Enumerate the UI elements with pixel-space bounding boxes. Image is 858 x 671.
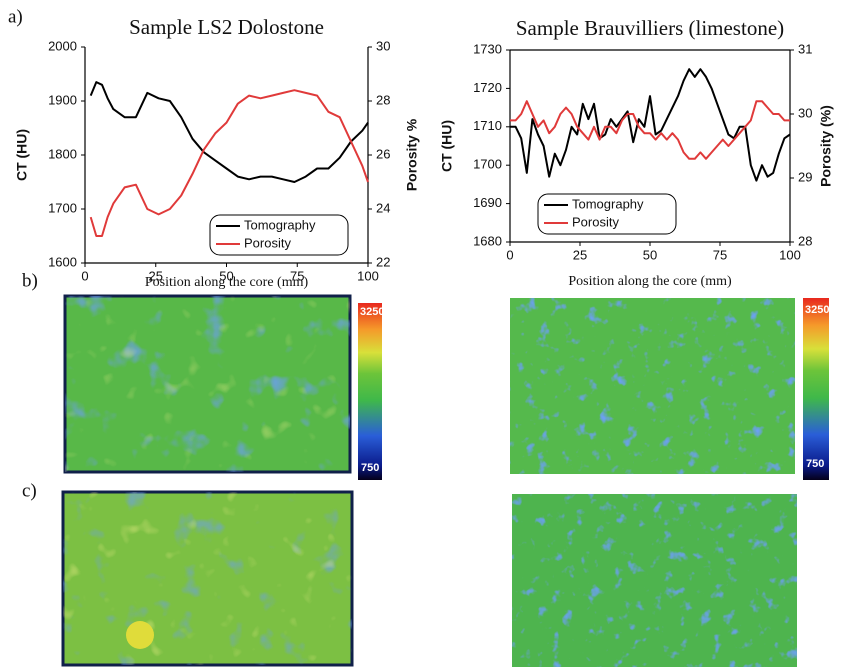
colorbar-max: 3250 bbox=[805, 304, 829, 316]
legend: Tomography Porosity bbox=[537, 193, 677, 235]
chart-title: Sample LS2 Dolostone bbox=[129, 15, 324, 39]
legend-label: Tomography bbox=[572, 196, 644, 211]
y-tick-label: 1680 bbox=[473, 233, 502, 248]
x-axis-label: Position along the core (mm) bbox=[568, 274, 732, 289]
chart-title: Sample Brauvilliers (limestone) bbox=[516, 16, 784, 40]
y2-tick-label: 30 bbox=[376, 38, 390, 53]
y-tick-label: 1720 bbox=[473, 80, 502, 95]
y2-axis-label: Porosity % bbox=[404, 118, 420, 191]
data-line bbox=[89, 89, 369, 237]
ct-image bbox=[512, 494, 797, 667]
y-tick-label: 1800 bbox=[48, 146, 77, 161]
panel-label: c) bbox=[22, 480, 37, 501]
y-tick-label: 1600 bbox=[48, 254, 77, 269]
legend-box bbox=[209, 214, 349, 256]
y-axis-label: CT (HU) bbox=[14, 129, 30, 181]
x-tick-label: 100 bbox=[779, 247, 801, 262]
x-tick-label: 100 bbox=[357, 268, 379, 283]
y2-tick-label: 22 bbox=[376, 254, 390, 269]
y-tick-label: 1710 bbox=[473, 118, 502, 133]
panel-label: a) bbox=[8, 6, 23, 27]
y2-tick-label: 28 bbox=[376, 92, 390, 107]
data-line bbox=[510, 100, 790, 160]
y-tick-label: 1730 bbox=[473, 41, 502, 56]
colorbar-min: 750 bbox=[361, 462, 379, 474]
x-tick-label: 50 bbox=[219, 268, 233, 283]
y-tick-label: 1700 bbox=[473, 157, 502, 172]
y-tick-label: 1900 bbox=[48, 92, 77, 107]
ct-image bbox=[61, 490, 354, 667]
x-tick-label: 0 bbox=[506, 247, 513, 262]
x-tick-label: 75 bbox=[290, 268, 304, 283]
data-line bbox=[510, 68, 791, 182]
y-axis-label: CT (HU) bbox=[439, 120, 455, 172]
x-tick-label: 25 bbox=[573, 247, 587, 262]
x-axis-label: Position along the core (mm) bbox=[145, 275, 309, 290]
colorbar-max: 3250 bbox=[360, 306, 384, 318]
legend-label: Tomography bbox=[244, 217, 316, 232]
legend: Tomography Porosity bbox=[209, 214, 349, 256]
legend-label: Porosity bbox=[244, 235, 291, 250]
x-tick-label: 50 bbox=[643, 247, 657, 262]
y2-axis-label: Porosity (%) bbox=[818, 105, 834, 187]
colorbar bbox=[358, 303, 382, 480]
colorbar bbox=[803, 298, 829, 480]
x-tick-label: 25 bbox=[149, 268, 163, 283]
y-tick-label: 1690 bbox=[473, 195, 502, 210]
ct-image bbox=[510, 298, 795, 474]
y-tick-label: 2000 bbox=[48, 38, 77, 53]
legend-label: Porosity bbox=[572, 214, 619, 229]
y2-tick-label: 28 bbox=[798, 233, 812, 248]
legend-box bbox=[537, 193, 677, 235]
y2-tick-label: 26 bbox=[376, 146, 390, 161]
y2-tick-label: 24 bbox=[376, 200, 390, 215]
y-tick-label: 1700 bbox=[48, 200, 77, 215]
y2-tick-label: 30 bbox=[798, 105, 812, 120]
ct-image bbox=[63, 294, 352, 474]
y2-tick-label: 31 bbox=[798, 41, 812, 56]
colorbar-min: 750 bbox=[806, 458, 824, 470]
panel-label: b) bbox=[22, 270, 38, 291]
y2-tick-label: 29 bbox=[798, 169, 812, 184]
data-line bbox=[89, 81, 369, 183]
x-tick-label: 75 bbox=[713, 247, 727, 262]
x-tick-label: 0 bbox=[81, 268, 88, 283]
